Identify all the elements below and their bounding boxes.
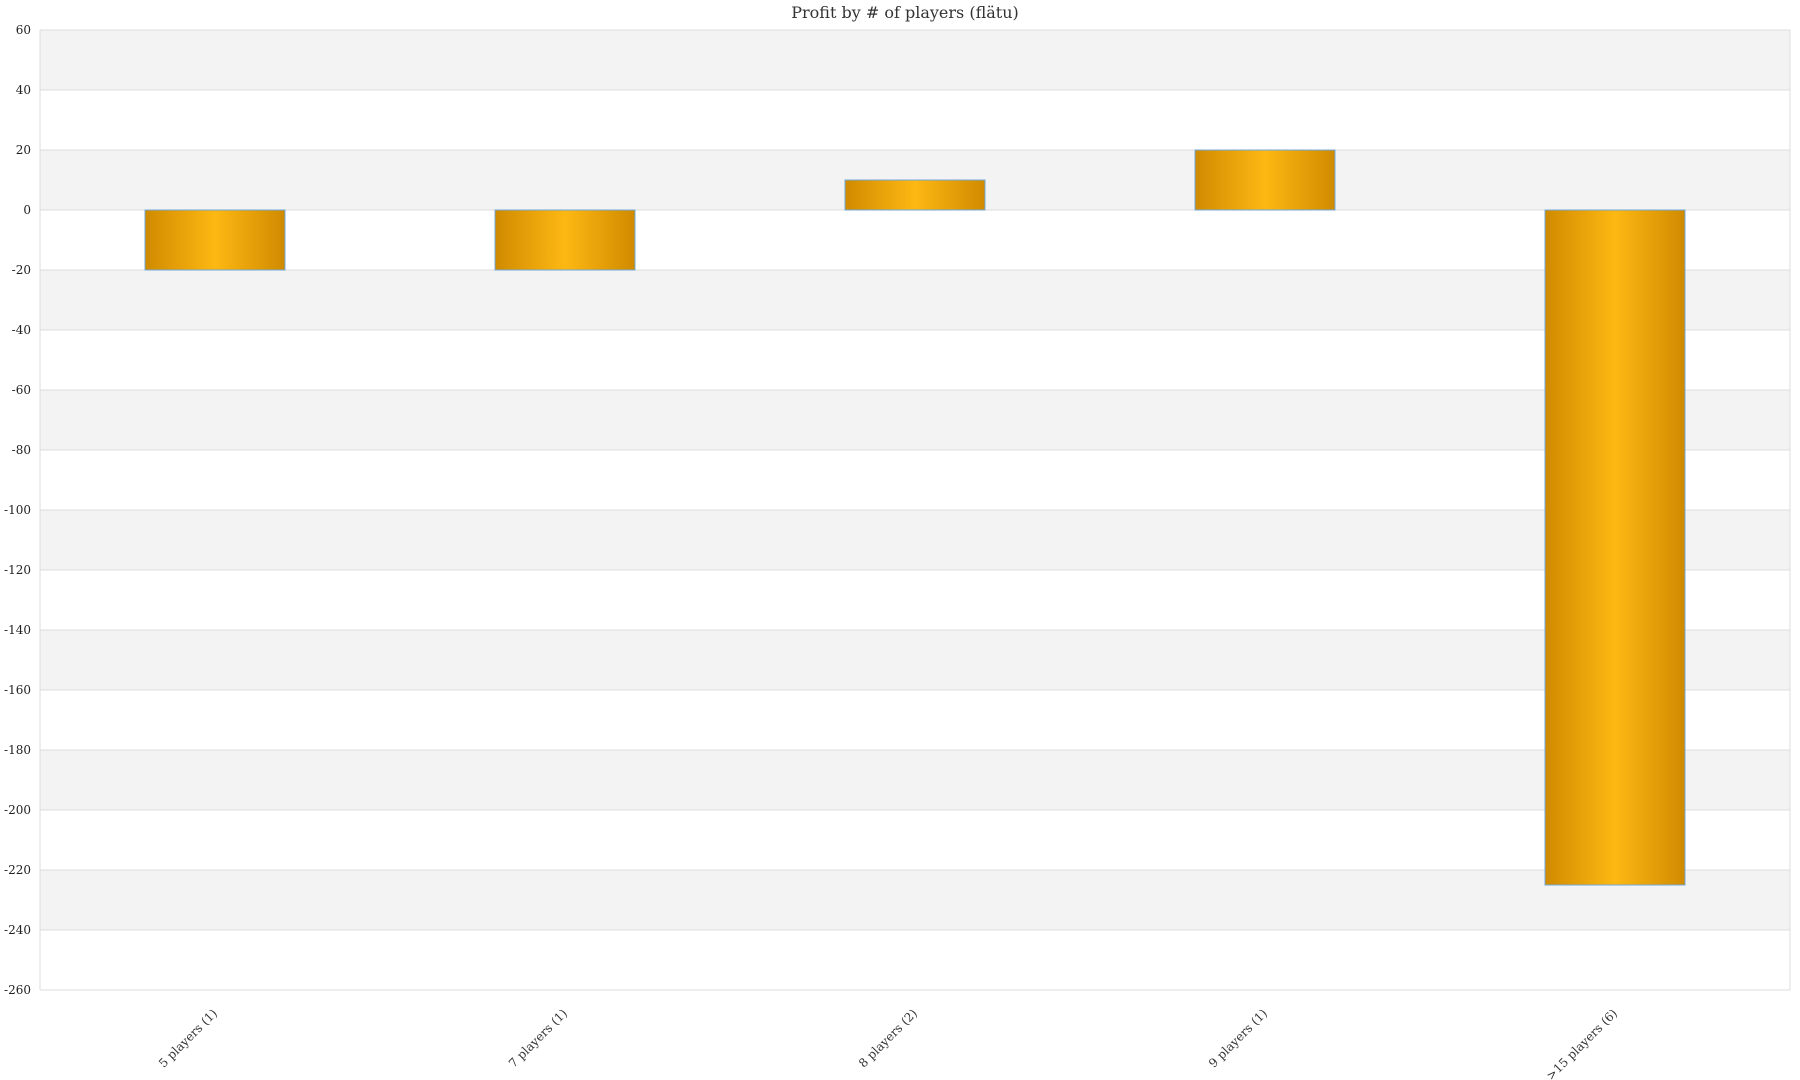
y-tick-label: -160 xyxy=(4,683,31,697)
grid-band xyxy=(40,30,1790,90)
y-tick-label: -80 xyxy=(12,443,31,457)
bar-3 xyxy=(1194,149,1336,211)
x-tick-label: 5 players (1) xyxy=(156,1006,220,1070)
y-tick-label: -40 xyxy=(12,323,31,337)
x-tick-label: >15 players (6) xyxy=(1543,1006,1620,1080)
bar-2 xyxy=(844,179,986,211)
y-tick-label: 20 xyxy=(16,143,31,157)
grid-band xyxy=(40,750,1790,810)
x-tick-label: 7 players (1) xyxy=(506,1006,570,1070)
y-tick-label: -120 xyxy=(4,563,31,577)
y-tick-label: 40 xyxy=(16,83,31,97)
y-tick-label: 0 xyxy=(23,203,31,217)
chart-title: Profit by # of players (flätu) xyxy=(791,3,1019,22)
y-tick-label: -220 xyxy=(4,863,31,877)
bar-0 xyxy=(144,209,286,271)
y-tick-label: -200 xyxy=(4,803,31,817)
y-tick-label: -240 xyxy=(4,923,31,937)
y-tick-label: -260 xyxy=(4,983,31,997)
y-tick-label: -140 xyxy=(4,623,31,637)
y-tick-label: 60 xyxy=(16,23,31,37)
bar-4 xyxy=(1544,209,1686,886)
bar-1 xyxy=(494,209,636,271)
grid-band xyxy=(40,630,1790,690)
grid-band xyxy=(40,870,1790,930)
y-tick-label: -180 xyxy=(4,743,31,757)
grid-band xyxy=(40,270,1790,330)
x-tick-label: 9 players (1) xyxy=(1206,1006,1270,1070)
y-tick-label: -20 xyxy=(12,263,31,277)
y-tick-label: -60 xyxy=(12,383,31,397)
grid-band xyxy=(40,390,1790,450)
grid-band xyxy=(40,510,1790,570)
y-tick-label: -100 xyxy=(4,503,31,517)
x-tick-label: 8 players (2) xyxy=(856,1006,920,1070)
